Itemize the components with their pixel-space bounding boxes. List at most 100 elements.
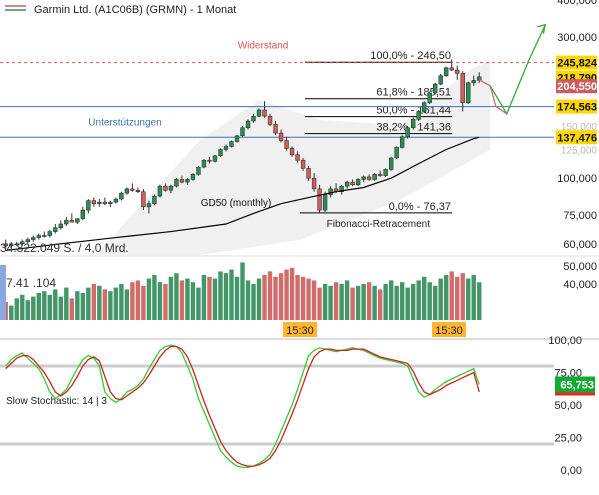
volume-bar — [267, 271, 273, 320]
candle-body — [31, 237, 36, 240]
candle-body — [14, 243, 19, 246]
candle-body — [53, 227, 58, 232]
gd50-line — [5, 136, 480, 252]
fibonacci-label: 50,0% - 161,44 — [376, 105, 451, 117]
candle-body — [130, 188, 135, 191]
price-badge-label: 137,476 — [557, 132, 597, 144]
volume-bar — [163, 284, 168, 320]
candle-body — [201, 159, 207, 168]
candle-body — [64, 220, 69, 225]
stochastic-tick-label: 25,00 — [554, 433, 582, 445]
candle-body — [273, 124, 278, 134]
candle-body — [80, 209, 86, 219]
stochastic-value-label: 65,753 — [560, 380, 594, 392]
volume-bar — [333, 282, 339, 320]
volume-bar — [229, 269, 234, 320]
volume-bar — [174, 273, 179, 320]
candle-body — [350, 181, 355, 186]
candle-body — [36, 235, 41, 238]
volume-bar — [168, 276, 174, 320]
candle-body — [339, 185, 344, 192]
candle-body — [196, 166, 201, 175]
volume-bar — [25, 300, 30, 320]
volume-bar — [377, 289, 383, 320]
volume-bar — [455, 276, 460, 320]
price-badge — [556, 55, 597, 70]
candle-body — [69, 220, 74, 223]
candle-body — [306, 168, 311, 179]
candle-body — [174, 179, 179, 187]
candle-body — [433, 83, 438, 94]
volume-tick-label: 50,000 — [563, 261, 597, 273]
volume-bar — [306, 278, 311, 320]
candle-body — [25, 239, 30, 242]
candle-body — [399, 136, 405, 148]
candle-body — [289, 148, 295, 155]
candle-body — [322, 194, 328, 211]
volume-bar — [410, 284, 416, 320]
gd50-label: GD50 (monthly) — [201, 198, 272, 209]
candle-body — [355, 179, 361, 186]
volume-bar — [328, 285, 333, 320]
volume-bar — [256, 278, 262, 320]
volume-summary-text: 34.822.049 S. / 4,0 Mrd. — [0, 241, 129, 255]
volume-bar — [295, 275, 300, 320]
volume-bar — [460, 273, 465, 320]
volume-bar — [108, 291, 113, 320]
candle-body — [256, 109, 262, 117]
candle-body — [97, 201, 102, 204]
candle-body — [377, 174, 383, 176]
volume-bar — [42, 291, 47, 320]
time-marker-badge — [432, 322, 466, 337]
volume-tick-label: 40,000 — [563, 279, 597, 291]
candle-body — [284, 140, 289, 149]
candle-body — [460, 73, 465, 103]
volume-bar — [218, 271, 223, 320]
candle-body — [229, 141, 234, 147]
volume-bar — [355, 285, 361, 320]
volume-bar — [466, 278, 471, 320]
chart-title: Garmin Ltd. (A1C06B) (GRMN) - 1 Monat — [34, 4, 236, 16]
time-marker-label: 15:30 — [286, 325, 314, 337]
volume-bar — [350, 287, 355, 320]
candle-body — [3, 243, 8, 247]
price-tick-label-faint: 150,000 — [561, 122, 598, 133]
candle-body — [157, 185, 163, 197]
volume-bar — [394, 285, 399, 320]
volume-bar — [366, 282, 372, 320]
volume-bar-highlight — [0, 265, 6, 320]
volume-bar — [102, 289, 108, 320]
candle-body — [328, 188, 333, 195]
volume-bar — [388, 280, 394, 320]
fibonacci-label: 61,8% - 185,51 — [376, 87, 451, 99]
candle-body — [190, 174, 196, 180]
price-badge-label: 204,550 — [557, 81, 597, 93]
volume-bar — [53, 289, 58, 320]
candle-body — [361, 176, 366, 180]
candle-body — [311, 177, 317, 190]
candle-body — [300, 159, 306, 169]
volume-bar — [130, 282, 135, 320]
candle-body — [163, 185, 168, 191]
volume-bar — [421, 276, 427, 320]
stochastic-tick-label: 75,00 — [554, 368, 582, 380]
resistance-label: Widerstand — [238, 41, 289, 52]
volume-bar — [289, 267, 295, 320]
forecast-path — [489, 24, 546, 116]
candle-body — [168, 185, 174, 191]
volume-bar — [444, 275, 449, 320]
candle-body — [366, 176, 372, 180]
candle-body — [466, 82, 471, 103]
candle-body — [372, 174, 377, 180]
price-tick-label: 300,000 — [557, 32, 597, 44]
stochastic-tick-label: 0,00 — [561, 465, 582, 477]
candle-body — [295, 154, 300, 161]
volume-bar — [361, 284, 366, 320]
volume-bar — [344, 280, 350, 320]
volume-bar — [86, 287, 91, 320]
price-badge — [556, 130, 597, 145]
volume-bar — [223, 273, 229, 320]
candle-body — [75, 218, 80, 223]
volume-bar — [20, 294, 25, 320]
